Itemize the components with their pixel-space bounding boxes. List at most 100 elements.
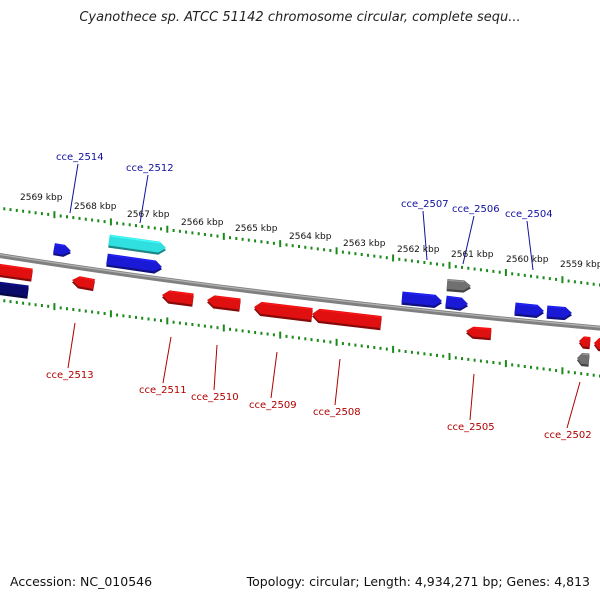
forward-label-leader <box>526 220 534 271</box>
lower-scale-minor-tick <box>40 304 43 307</box>
upper-scale-minor-tick <box>47 212 50 216</box>
lower-scale-minor-tick <box>442 354 445 358</box>
gene-cce-2504[interactable] <box>514 302 544 319</box>
upper-scale-minor-tick <box>548 277 551 281</box>
lower-scale-minor-tick <box>354 343 357 347</box>
lower-scale-major-tick <box>335 338 338 346</box>
gene-cce-2502[interactable] <box>579 336 591 350</box>
upper-scale-minor-tick <box>254 239 257 243</box>
upper-scale-minor-tick <box>555 277 558 281</box>
gene-cce-2514[interactable] <box>53 243 71 257</box>
lower-scale-minor-tick <box>404 350 407 353</box>
gene-cce-2509-body <box>254 301 313 320</box>
gene-cce-2502-body <box>579 336 591 347</box>
upper-scale-minor-tick <box>203 233 206 236</box>
upper-scale-minor-tick <box>573 280 576 284</box>
upper-scale-minor-tick <box>84 217 87 221</box>
upper-scale-minor-tick <box>147 225 150 229</box>
gene-cce-2512-body <box>106 253 162 272</box>
reverse-gene-label[interactable]: cce_2510 <box>191 392 239 403</box>
genome-summary-text: Topology: circular; Length: 4,934,271 bp… <box>246 574 590 589</box>
lower-scale-minor-tick <box>530 365 532 369</box>
upper-scale-minor-tick <box>122 222 125 226</box>
gene-cce-2511[interactable] <box>162 290 194 307</box>
upper-scale-minor-tick <box>410 259 413 263</box>
gene-features[interactable] <box>0 234 600 367</box>
lower-scale-major-tick <box>561 367 564 375</box>
lower-scale-minor-tick <box>555 369 558 372</box>
lower-scale-minor-tick <box>59 306 62 310</box>
forward-gene-label[interactable]: cce_2504 <box>505 209 553 220</box>
scale-label: 2562 kbp <box>397 245 440 255</box>
reverse-gene-label[interactable]: cce_2505 <box>447 422 495 433</box>
upper-scale-minor-tick <box>592 282 595 286</box>
reverse-gene-label[interactable]: cce_2502 <box>544 430 592 441</box>
lower-scale-minor-tick <box>135 315 137 319</box>
upper-scale-minor-tick <box>404 258 407 262</box>
lower-scale-minor-tick <box>78 308 81 312</box>
gene-cce-2506[interactable] <box>445 295 468 311</box>
scale-label: 2568 kbp <box>74 202 117 212</box>
reverse-gene-label[interactable]: cce_2513 <box>46 370 94 381</box>
gene-cce-2503[interactable] <box>546 305 572 321</box>
forward-gene-label[interactable]: cce_2507 <box>401 199 449 210</box>
lower-scale-major-tick <box>504 360 507 368</box>
forward-gene-label[interactable]: cce_2512 <box>126 163 174 174</box>
reverse-gene-label[interactable]: cce_2508 <box>313 407 361 418</box>
reverse-gene-label[interactable]: cce_2511 <box>139 385 187 396</box>
gene-cce-2510[interactable] <box>207 295 241 312</box>
upper-scale-minor-tick <box>567 279 570 283</box>
reverse-label-leader <box>334 358 341 406</box>
gene-cce-2509[interactable] <box>254 301 313 323</box>
lower-scale-minor-tick <box>153 318 156 322</box>
lower-scale-minor-tick <box>235 328 238 332</box>
lower-scale-minor-tick <box>410 350 413 354</box>
lower-scale-minor-tick <box>385 347 388 351</box>
upper-scale-minor-tick <box>210 233 213 237</box>
forward-label-leader <box>139 174 149 224</box>
upper-scale-minor-tick <box>298 245 300 248</box>
upper-scale-minor-tick <box>185 230 188 234</box>
lower-scale-minor-tick <box>542 367 545 371</box>
lower-scale-minor-tick <box>247 330 250 334</box>
gene-cce-2513[interactable] <box>72 276 95 292</box>
upper-scale-minor-tick <box>354 252 357 256</box>
upper-scale-minor-tick <box>66 215 68 219</box>
upper-scale-minor-tick <box>291 244 294 248</box>
lower-scale-minor-tick <box>28 302 31 306</box>
gene-cce-2506-neutral[interactable] <box>446 279 471 293</box>
forward-gene-label[interactable]: cce_2514 <box>56 152 104 163</box>
gene-cce-2502-neutral[interactable] <box>577 352 590 367</box>
lower-scale-minor-tick <box>116 313 119 317</box>
reverse-label-leader <box>270 351 278 399</box>
upper-scale-minor-tick <box>160 227 162 231</box>
gene-cce-2508[interactable] <box>312 308 382 331</box>
gene-cce-2505[interactable] <box>466 326 492 341</box>
forward-gene-label[interactable]: cce_2506 <box>452 204 500 215</box>
upper-scale-minor-tick <box>417 260 420 264</box>
gene-cce-2512-highlight[interactable] <box>108 234 166 255</box>
lower-scale-minor-tick <box>172 320 175 324</box>
upper-scale-minor-tick <box>191 231 194 235</box>
upper-scale-minor-tick <box>141 224 144 228</box>
gene-cce-2507[interactable] <box>401 291 443 309</box>
gene-cce-2501[interactable] <box>594 337 600 352</box>
upper-scale-major-tick <box>109 218 112 226</box>
reverse-gene-label[interactable]: cce_2509 <box>249 400 297 411</box>
lower-scale-minor-tick <box>360 344 363 348</box>
upper-scale-minor-tick <box>530 274 532 278</box>
lower-scale-major-tick <box>279 331 282 339</box>
lower-scale-minor-tick <box>128 315 131 319</box>
gene-cce-2514-gloss <box>55 243 65 247</box>
lower-scale-minor-tick <box>9 300 12 304</box>
upper-scale-minor-tick <box>517 273 520 277</box>
lower-scale-minor-tick <box>266 332 269 336</box>
gene-cce-2515[interactable] <box>0 263 33 282</box>
gene-cce-2506-neutral-gloss <box>448 279 465 283</box>
gene-cce-2515-dark[interactable] <box>0 281 29 299</box>
gene-cce-2512[interactable] <box>106 253 162 274</box>
lower-scale-minor-tick <box>517 364 520 368</box>
upper-scale-minor-tick <box>473 267 476 271</box>
upper-scale-minor-tick <box>266 241 269 244</box>
